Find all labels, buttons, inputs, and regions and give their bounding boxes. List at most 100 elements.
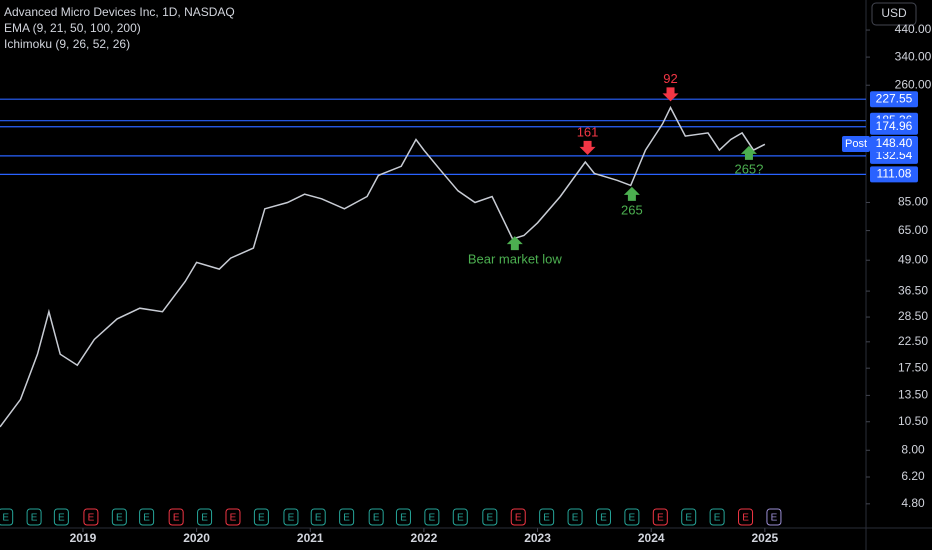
y-tick-label: 85.00 [898, 195, 928, 209]
earnings-marker [539, 508, 555, 526]
y-tick-label: 440.00 [895, 22, 932, 36]
earnings-label: E [343, 513, 350, 524]
y-tick-label: 4.80 [901, 496, 925, 510]
earnings-marker [738, 508, 754, 526]
earnings-marker [139, 508, 155, 526]
y-tick-label: 22.50 [898, 334, 928, 348]
x-tick-label: 2019 [70, 531, 97, 545]
symbol-title: Advanced Micro Devices Inc, 1D, NASDAQ [4, 5, 235, 19]
earnings-label: E [201, 513, 208, 524]
earnings-label: E [116, 513, 123, 524]
earnings-marker [339, 508, 355, 526]
earnings-marker [424, 508, 440, 526]
earnings-label: E [572, 513, 579, 524]
earnings-marker [652, 508, 668, 526]
earnings-label: E [771, 513, 778, 524]
y-tick-label: 6.20 [901, 469, 925, 483]
earnings-marker [681, 508, 697, 526]
earnings-label: E [600, 513, 607, 524]
level-label: 227.55 [876, 91, 913, 105]
earnings-marker [395, 508, 411, 526]
earnings-marker [111, 508, 127, 526]
level-label: 111.08 [877, 167, 912, 181]
earnings-label: E [173, 513, 180, 524]
earnings-label: E [315, 513, 322, 524]
annotation-arrow [506, 236, 523, 251]
currency-button[interactable] [871, 2, 917, 26]
y-tick-label: 8.00 [901, 442, 925, 456]
annotation-arrow [579, 140, 596, 155]
earnings-marker [310, 508, 326, 526]
annotation-label: 265? [734, 161, 763, 176]
y-tick-label: 28.50 [898, 309, 928, 323]
x-tick-label: 2025 [752, 531, 779, 545]
earnings-label: E [88, 513, 95, 524]
earnings-label: E [742, 513, 749, 524]
x-tick-label: 2024 [638, 531, 665, 545]
x-tick-label: 2022 [411, 531, 438, 545]
annotation-arrow [740, 145, 757, 160]
earnings-marker [510, 508, 526, 526]
annotation-label: 92 [663, 71, 677, 86]
x-tick-label: 2021 [297, 531, 324, 545]
earnings-label: E [543, 513, 550, 524]
earnings-label: E [457, 513, 464, 524]
earnings-marker [766, 508, 782, 526]
earnings-label: E [685, 513, 692, 524]
earnings-marker [283, 508, 299, 526]
post-label: Post [845, 138, 867, 150]
x-tick-label: 2020 [183, 531, 210, 545]
indicator: Ichimoku (9, 26, 52, 26) [4, 37, 130, 51]
earnings-marker [83, 508, 99, 526]
earnings-marker [624, 508, 640, 526]
earnings-label: E [58, 513, 65, 524]
earnings-marker [368, 508, 384, 526]
earnings-marker [225, 508, 241, 526]
post-tag [842, 136, 870, 153]
earnings-label: E [230, 513, 237, 524]
y-tick-label: 10.50 [898, 414, 928, 428]
currency-label[interactable]: USD [881, 6, 907, 20]
y-tick-label: 36.50 [898, 283, 928, 297]
earnings-marker [0, 508, 14, 526]
earnings-label: E [31, 513, 38, 524]
annotation-label: 265 [621, 202, 643, 217]
earnings-marker [482, 508, 498, 526]
earnings-marker [26, 508, 42, 526]
earnings-label: E [629, 513, 636, 524]
earnings-label: E [400, 513, 407, 524]
y-tick-label: 17.50 [898, 360, 928, 374]
earnings-label: E [258, 513, 265, 524]
annotation-arrow [623, 186, 640, 201]
y-tick-label: 65.00 [898, 223, 928, 237]
post-price: 148.40 [876, 136, 913, 150]
x-tick-label: 2023 [524, 531, 551, 545]
earnings-label: E [486, 513, 493, 524]
earnings-label: E [2, 513, 9, 524]
y-tick-label: 49.00 [898, 252, 928, 266]
annotation-label: 161 [577, 124, 599, 139]
y-tick-label: 260.00 [895, 77, 932, 91]
earnings-label: E [515, 513, 522, 524]
y-tick-label: 13.50 [898, 388, 928, 402]
earnings-label: E [288, 513, 295, 524]
indicator: EMA (9, 21, 50, 100, 200) [4, 21, 141, 35]
earnings-label: E [143, 513, 150, 524]
earnings-label: E [373, 513, 380, 524]
earnings-marker [452, 508, 468, 526]
earnings-marker [53, 508, 69, 526]
earnings-marker [168, 508, 184, 526]
y-tick-label: 340.00 [895, 49, 932, 63]
annotation-arrow [662, 87, 679, 102]
earnings-marker [709, 508, 725, 526]
level-tag [870, 118, 918, 135]
earnings-label: E [714, 513, 721, 524]
level-label: 174.96 [876, 119, 913, 133]
post-price-tag [870, 136, 918, 153]
earnings-marker [595, 508, 611, 526]
earnings-marker [253, 508, 269, 526]
price-line [0, 105, 766, 428]
earnings-label: E [429, 513, 436, 524]
